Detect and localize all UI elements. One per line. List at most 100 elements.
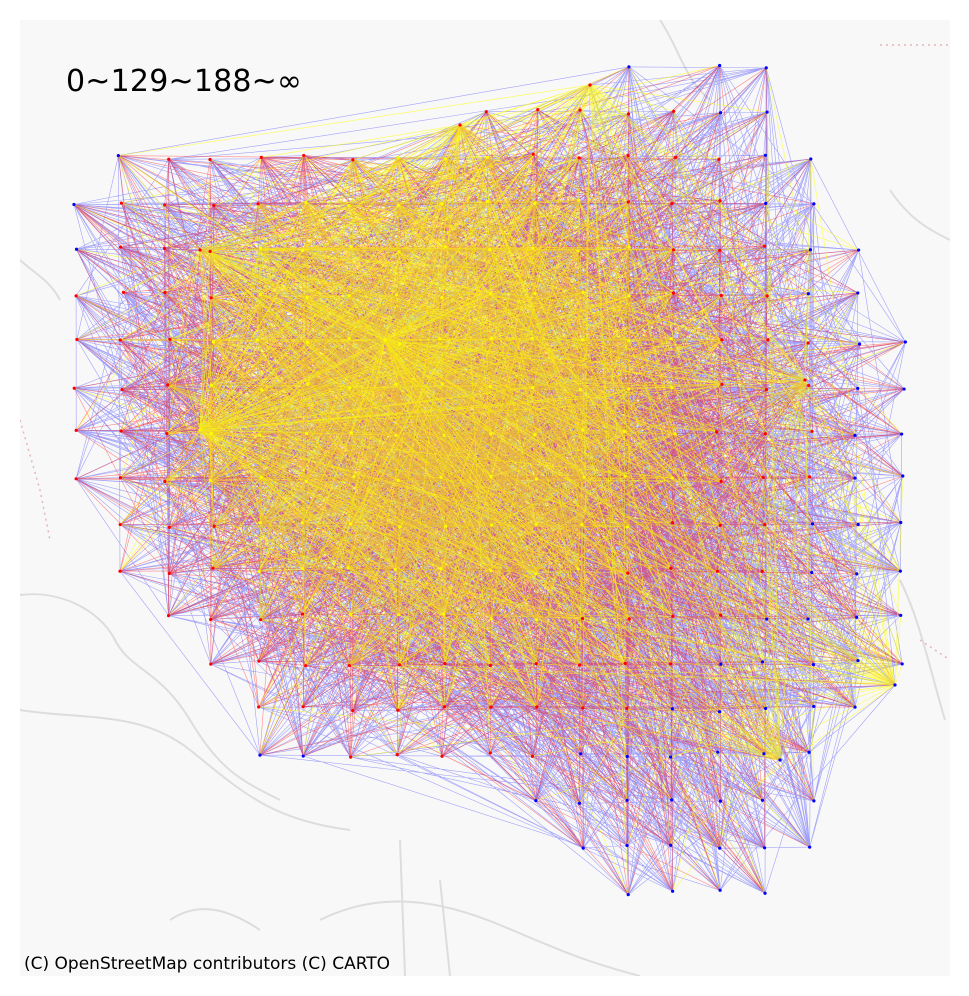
flow-node — [718, 111, 723, 115]
flow-node — [440, 382, 444, 386]
flow-node — [347, 663, 352, 668]
flow-node — [806, 341, 810, 345]
road — [20, 259, 61, 301]
flow-node — [720, 382, 724, 386]
flow-node — [626, 200, 630, 204]
flow-node — [808, 475, 812, 479]
flow-node — [760, 569, 764, 574]
flow-node — [671, 614, 675, 618]
flow-node — [257, 705, 261, 709]
flow-node — [167, 157, 171, 161]
flow-node — [626, 893, 630, 897]
boundary — [20, 419, 51, 541]
flow-node — [397, 250, 401, 254]
flow-node — [208, 157, 212, 162]
flow-node — [118, 338, 122, 342]
flow-node — [760, 798, 765, 802]
flow-node — [674, 155, 678, 160]
flow-node — [349, 431, 353, 435]
flow-node — [893, 683, 897, 687]
flow-node — [626, 154, 630, 158]
flow-node — [258, 246, 263, 250]
flow-node — [764, 706, 768, 711]
flow-node — [443, 661, 447, 666]
flow-node — [535, 618, 539, 622]
flow-node — [627, 245, 631, 249]
flow-node — [346, 566, 350, 570]
flow-node — [347, 203, 351, 208]
flow-node — [903, 340, 907, 344]
flow-node — [348, 612, 353, 617]
flow-node — [717, 157, 721, 161]
flow-node — [855, 615, 859, 619]
flow-node — [671, 889, 675, 893]
flow-node — [580, 522, 584, 527]
road — [889, 189, 950, 241]
flow-node — [300, 249, 305, 253]
flow-node — [623, 474, 627, 478]
flow-node — [305, 295, 309, 300]
flow-node — [163, 290, 167, 295]
flow-node — [533, 291, 537, 295]
flow-node — [578, 387, 583, 392]
flow-node — [535, 705, 539, 709]
flow-node — [397, 663, 402, 667]
flow-node — [580, 616, 585, 621]
flow-node — [165, 431, 169, 436]
flow-node — [443, 157, 447, 161]
flow-node — [577, 801, 582, 805]
flow-node — [718, 888, 722, 892]
flow-node — [304, 432, 309, 436]
flow-node — [75, 337, 79, 342]
road — [20, 593, 281, 801]
flow-node — [396, 203, 400, 207]
flow-node — [763, 891, 767, 895]
road — [899, 579, 946, 721]
flow-node — [530, 386, 535, 390]
flow-node — [396, 478, 400, 483]
flow-node — [808, 248, 813, 252]
flow-node — [209, 662, 213, 666]
road — [20, 709, 351, 831]
flow-node — [530, 754, 534, 758]
flow-node — [623, 661, 627, 665]
flow-node — [442, 612, 446, 616]
flow-node — [764, 388, 769, 392]
flow-node — [198, 428, 202, 432]
flow-node — [396, 708, 400, 712]
flow-node — [670, 521, 674, 525]
flow-node — [211, 566, 215, 570]
flow-node — [576, 567, 580, 571]
flow-node — [672, 109, 676, 113]
flow-node — [671, 248, 676, 252]
flow-node — [118, 522, 122, 527]
flow-node — [627, 617, 631, 621]
flow-node — [349, 245, 353, 249]
flow-node — [256, 202, 260, 206]
flow-node — [533, 201, 537, 205]
flow-node — [74, 247, 79, 251]
flow-node — [627, 65, 631, 69]
flow-node — [669, 337, 673, 341]
flow-node — [762, 846, 767, 850]
flow-node — [534, 572, 538, 576]
flow-node — [167, 571, 171, 576]
map-canvas[interactable]: 0~129~188~∞ (C) OpenStreetMap contributo… — [20, 20, 950, 976]
flow-node — [856, 386, 860, 390]
flow-node — [485, 199, 490, 203]
flow-node — [534, 662, 538, 666]
flow-node — [588, 83, 592, 87]
road — [399, 839, 406, 976]
flow-node — [489, 475, 493, 479]
flow-node — [673, 432, 677, 436]
flow-node — [581, 846, 585, 850]
flow-node — [530, 336, 534, 340]
flow-node — [162, 246, 167, 251]
flow-node — [715, 430, 719, 434]
flow-node — [488, 751, 492, 755]
flow-node — [304, 664, 308, 668]
flow-node — [442, 433, 446, 437]
flow-node — [715, 569, 720, 573]
flow-node — [719, 479, 723, 483]
flow-node — [163, 203, 167, 207]
